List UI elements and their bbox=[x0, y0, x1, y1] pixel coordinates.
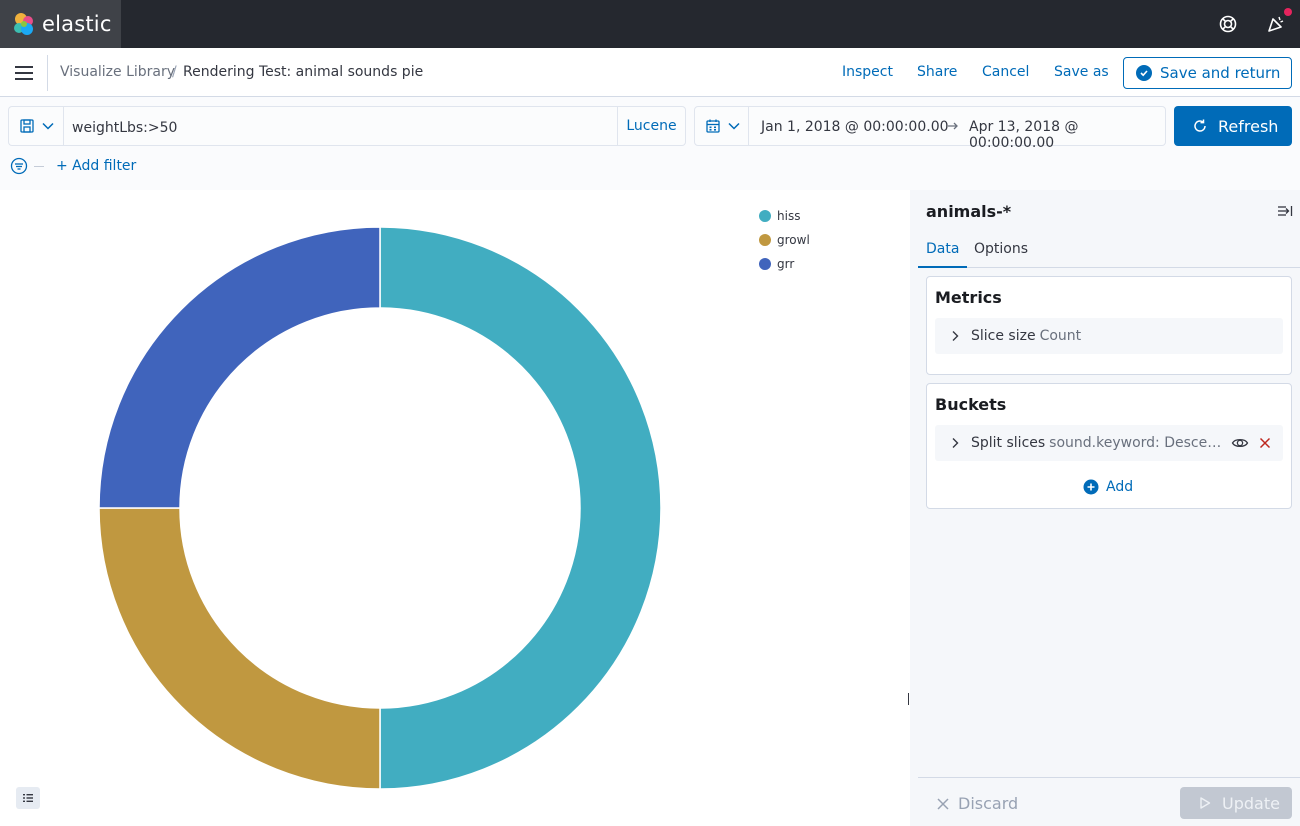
editor-bottom-bar: Discard Update bbox=[918, 777, 1300, 826]
buckets-panel: Buckets Split slices sound.keyword: Desc… bbox=[926, 383, 1292, 509]
share-button[interactable]: Share bbox=[917, 64, 958, 80]
divider bbox=[47, 55, 48, 91]
check-circle-icon bbox=[1136, 65, 1152, 81]
breadcrumb-current: Rendering Test: animal sounds pie bbox=[183, 64, 424, 80]
list-icon bbox=[23, 794, 33, 802]
collapse-sidebar-icon[interactable] bbox=[1277, 204, 1293, 218]
play-icon bbox=[1200, 797, 1211, 809]
query-language-switcher[interactable]: Lucene bbox=[618, 106, 686, 146]
legend-label: grr bbox=[777, 257, 795, 271]
date-range-picker: Jan 1, 2018 @ 00:00:00.00 Apr 13, 2018 @… bbox=[749, 106, 1166, 151]
metrics-title: Metrics bbox=[935, 288, 1002, 307]
save-icon bbox=[20, 119, 34, 133]
update-button[interactable]: Update bbox=[1180, 787, 1292, 819]
buckets-title: Buckets bbox=[935, 395, 1007, 414]
saved-query-menu[interactable] bbox=[8, 106, 63, 146]
pie-chart[interactable] bbox=[0, 190, 760, 826]
quick-date-menu[interactable] bbox=[694, 106, 749, 146]
chevron-down-icon bbox=[728, 122, 740, 130]
agg-name: Split slices bbox=[971, 435, 1046, 451]
end-date[interactable]: Apr 13, 2018 @ 00:00:00.00 bbox=[969, 119, 1079, 151]
pie-slice-hiss[interactable] bbox=[379, 226, 662, 790]
legend-label: growl bbox=[777, 233, 810, 247]
help-icon[interactable] bbox=[1217, 13, 1239, 35]
save-and-return-button[interactable]: Save and return bbox=[1123, 57, 1292, 89]
start-date[interactable]: Jan 1, 2018 @ 00:00:00.00 bbox=[761, 119, 949, 135]
add-label: Add bbox=[1106, 479, 1134, 495]
chevron-right-icon[interactable] bbox=[949, 330, 961, 342]
save-as-button[interactable]: Save as bbox=[1054, 64, 1109, 80]
agg-description: Count bbox=[1039, 328, 1082, 344]
visualization-editor-sidebar: animals-* Data Options Metrics Slice siz… bbox=[910, 190, 1300, 826]
legend-item-growl[interactable]: growl bbox=[759, 228, 810, 252]
agg-description: sound.keyword: Descen... bbox=[1049, 435, 1226, 451]
divider bbox=[34, 165, 44, 167]
breadcrumb-visualize-library[interactable]: Visualize Library bbox=[60, 64, 176, 80]
inspect-button[interactable]: Inspect bbox=[842, 64, 893, 80]
query-input[interactable]: weightLbs:>50 bbox=[63, 106, 618, 146]
filter-options-icon[interactable] bbox=[10, 157, 28, 175]
legend-swatch bbox=[759, 234, 771, 246]
tab-data[interactable]: Data bbox=[918, 241, 968, 268]
legend-swatch bbox=[759, 210, 771, 222]
notification-dot bbox=[1284, 8, 1292, 16]
menu-icon[interactable] bbox=[13, 63, 35, 83]
index-pattern-title: animals-* bbox=[926, 202, 1012, 221]
global-header: elastic bbox=[0, 0, 1300, 48]
arrow-right-icon bbox=[948, 122, 958, 130]
save-and-return-label: Save and return bbox=[1160, 64, 1281, 82]
refresh-icon bbox=[1194, 119, 1206, 132]
elastic-logo-icon bbox=[14, 13, 33, 35]
editor-tabs: Data Options bbox=[918, 238, 1300, 268]
calendar-icon bbox=[706, 119, 720, 133]
chevron-right-icon[interactable] bbox=[949, 437, 961, 449]
close-icon[interactable] bbox=[1257, 435, 1273, 451]
discard-button[interactable]: Discard bbox=[936, 794, 1018, 813]
cancel-button[interactable]: Cancel bbox=[982, 64, 1030, 80]
refresh-label: Refresh bbox=[1218, 116, 1279, 136]
visualization-area: hiss growl grr bbox=[0, 190, 912, 826]
legend-label: hiss bbox=[777, 209, 801, 223]
update-label: Update bbox=[1222, 793, 1280, 813]
eye-icon[interactable] bbox=[1231, 435, 1249, 451]
app-toolbar: Visualize Library / Rendering Test: anim… bbox=[0, 48, 1300, 97]
agg-name: Slice size bbox=[971, 328, 1036, 344]
pie-slice-grr[interactable] bbox=[98, 226, 381, 509]
cross-icon bbox=[937, 797, 949, 810]
breadcrumb-separator: / bbox=[172, 64, 177, 80]
refresh-button[interactable]: Refresh bbox=[1174, 106, 1292, 146]
filter-bar: + Add filter bbox=[10, 157, 136, 175]
newsfeed-icon[interactable] bbox=[1265, 13, 1287, 35]
legend-toggle-button[interactable] bbox=[16, 787, 40, 809]
add-bucket-button[interactable]: Add bbox=[1083, 479, 1133, 495]
tab-options[interactable]: Options bbox=[974, 241, 1029, 257]
legend-item-grr[interactable]: grr bbox=[759, 252, 810, 276]
logo-text: elastic bbox=[42, 12, 112, 36]
metrics-panel: Metrics Slice size Count bbox=[926, 276, 1292, 375]
metric-slice-size-row[interactable]: Slice size Count bbox=[935, 318, 1283, 354]
agg-actions bbox=[1231, 435, 1273, 451]
legend-swatch bbox=[759, 258, 771, 270]
add-filter-button[interactable]: + Add filter bbox=[56, 158, 137, 174]
chart-legend: hiss growl grr bbox=[759, 204, 810, 276]
plus-circle-icon bbox=[1083, 479, 1099, 495]
chevron-down-icon bbox=[42, 122, 54, 130]
pie-slice-growl[interactable] bbox=[98, 507, 381, 790]
bucket-split-slices-row[interactable]: Split slices sound.keyword: Descen... bbox=[935, 425, 1283, 461]
query-bar: weightLbs:>50 Lucene Jan 1, 2018 @ 00:00… bbox=[0, 97, 1300, 190]
legend-item-hiss[interactable]: hiss bbox=[759, 204, 810, 228]
elastic-logo[interactable]: elastic bbox=[0, 0, 121, 48]
discard-label: Discard bbox=[958, 794, 1019, 813]
